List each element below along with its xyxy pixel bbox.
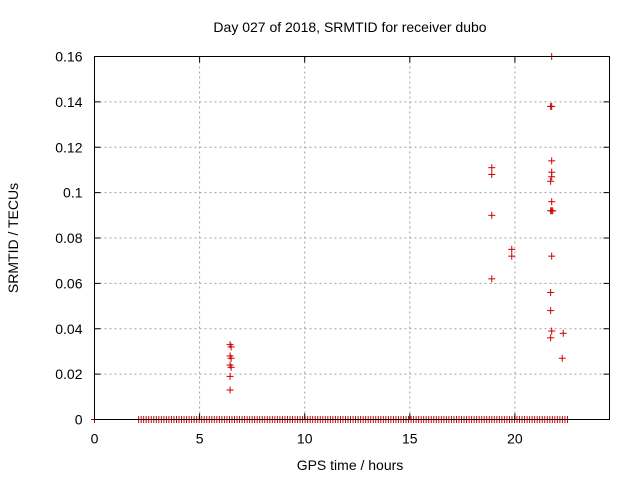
x-tick-label: 15 [402,431,418,447]
x-tick-label: 0 [91,431,99,447]
y-tick-label: 0 [75,412,83,428]
data-point [548,157,556,165]
data-point [226,372,234,380]
data-point [227,343,235,351]
y-tick-label: 0.04 [55,321,82,337]
y-tick-label: 0.08 [55,230,82,246]
data-point [548,198,556,206]
chart-title: Day 027 of 2018, SRMTID for receiver dub… [213,19,486,35]
data-point [558,354,566,362]
x-tick-label: 10 [297,431,313,447]
data-point [548,173,556,181]
y-tick-label: 0.14 [55,94,82,110]
data-point [547,288,555,296]
x-tick-label: 5 [196,431,204,447]
y-tick-label: 0.02 [55,366,82,382]
data-point [508,245,516,253]
data-point [226,386,234,394]
y-axis-label: SRMTID / TECUs [5,183,21,293]
data-point [227,354,235,362]
data-point [508,252,516,260]
plot-frame [94,56,610,420]
data-point [488,164,496,172]
data-point [488,275,496,283]
y-tick-label: 0.12 [55,139,82,155]
data-point [547,334,555,342]
data-point [227,363,235,371]
data-point [488,170,496,178]
data-point [488,211,496,219]
data-point [547,177,555,185]
data-point [559,329,567,337]
data-point [548,252,556,260]
grid-lines [94,56,610,420]
x-tick-label: 20 [507,431,523,447]
data-point [548,102,556,110]
y-tick-label: 0.06 [55,275,82,291]
data-point [549,207,557,215]
data-point [547,307,555,315]
x-axis-label: GPS time / hours [297,457,404,473]
y-tick-label: 0.1 [63,185,83,201]
axis-ticks: 0 0.02 0.04 0.06 0.08 0.1 0.12 0.14 0.16 0 5 10 15 20 [55,49,610,447]
y-tick-label: 0.16 [55,49,82,65]
data-point [548,327,556,335]
